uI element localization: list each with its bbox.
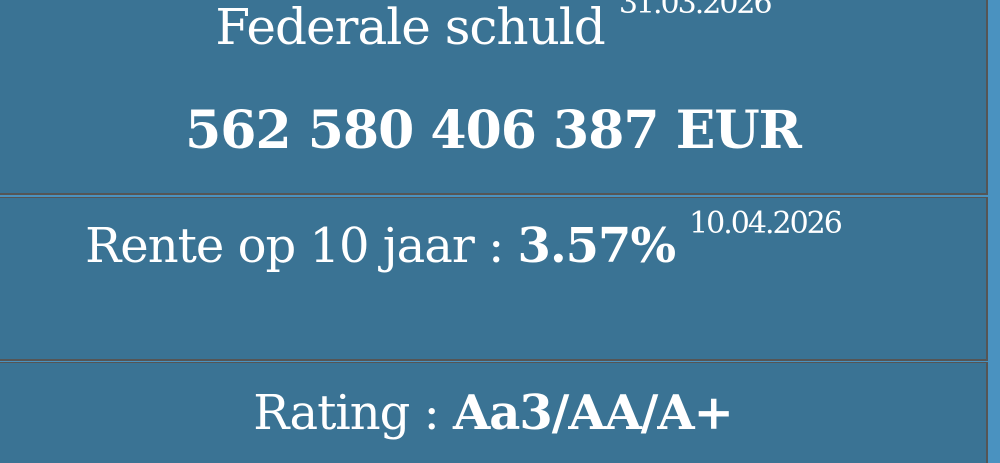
rating-line: Rating : Aa3/AA/A+ bbox=[0, 385, 986, 441]
debt-label: Federale schuld bbox=[215, 0, 605, 56]
debt-value: 562 580 406 387 EUR bbox=[185, 100, 802, 161]
federal-debt-panel: Federale schuld 31.03.2026 562 580 406 38… bbox=[0, 0, 988, 195]
rating-label: Rating : bbox=[253, 385, 440, 441]
interest-rate-panel: Rente op 10 jaar : 3.57% 10.04.2026 bbox=[0, 197, 988, 361]
debt-date: 31.03.2026 bbox=[618, 0, 773, 21]
rate-date: 10.04.2026 bbox=[689, 206, 843, 241]
rate-label: Rente op 10 jaar : bbox=[85, 218, 504, 274]
rate-value: 3.57% bbox=[517, 218, 677, 274]
debt-title: Federale schuld 31.03.2026 bbox=[0, 0, 986, 56]
rating-panel: Rating : Aa3/AA/A+ bbox=[0, 362, 988, 463]
rate-line: Rente op 10 jaar : 3.57% 10.04.2026 bbox=[0, 206, 926, 274]
rating-value: Aa3/AA/A+ bbox=[453, 385, 734, 441]
